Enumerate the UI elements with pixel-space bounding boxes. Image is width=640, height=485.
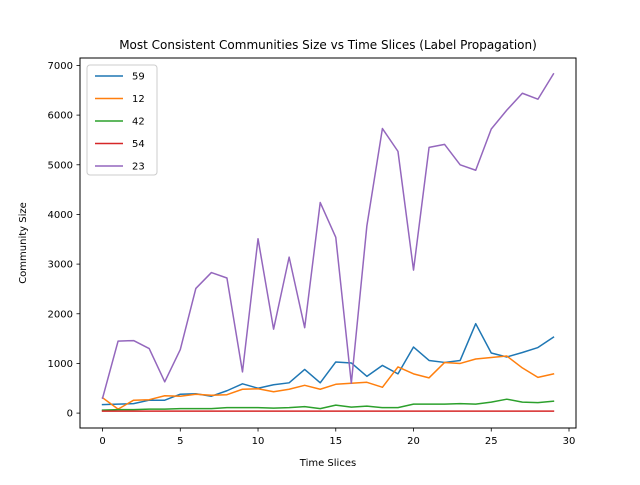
x-tick-label: 20 (407, 436, 420, 447)
y-tick-label: 5000 (48, 160, 73, 171)
y-axis: 0 1000 2000 3000 4000 5000 6000 7000 (48, 61, 80, 420)
x-tick-label: 0 (99, 436, 105, 447)
y-tick-label: 4000 (48, 210, 73, 221)
x-axis-label: Time Slices (299, 458, 356, 469)
series-line-59 (101, 322, 555, 406)
y-tick-label: 3000 (48, 260, 73, 271)
x-axis: 0 5 10 15 20 25 30 (99, 428, 575, 447)
legend: 59 12 42 54 23 (86, 64, 158, 176)
legend-label-54: 54 (132, 139, 145, 150)
x-tick-label: 10 (252, 436, 265, 447)
x-tick-label: 15 (329, 436, 342, 447)
legend-label-59: 59 (132, 72, 145, 83)
y-tick-label: 7000 (48, 61, 73, 72)
y-axis-label: Community Size (18, 202, 29, 284)
series-line-12 (101, 355, 555, 410)
x-tick-label: 5 (177, 436, 183, 447)
y-tick-label: 2000 (48, 309, 73, 320)
x-tick-label: 25 (485, 436, 498, 447)
y-tick-label: 0 (67, 409, 73, 420)
series-layer (101, 72, 555, 412)
series-line-23 (101, 72, 555, 400)
legend-label-23: 23 (132, 162, 145, 173)
legend-label-12: 12 (132, 94, 145, 105)
chart-title: Most Consistent Communities Size vs Time… (119, 38, 537, 52)
plot-area-frame (79, 57, 577, 429)
x-tick-label: 30 (563, 436, 576, 447)
series-line-42 (101, 398, 555, 411)
y-tick-label: 6000 (48, 111, 73, 122)
y-tick-label: 1000 (48, 359, 73, 370)
legend-label-42: 42 (132, 117, 145, 128)
legend-box (86, 64, 158, 176)
